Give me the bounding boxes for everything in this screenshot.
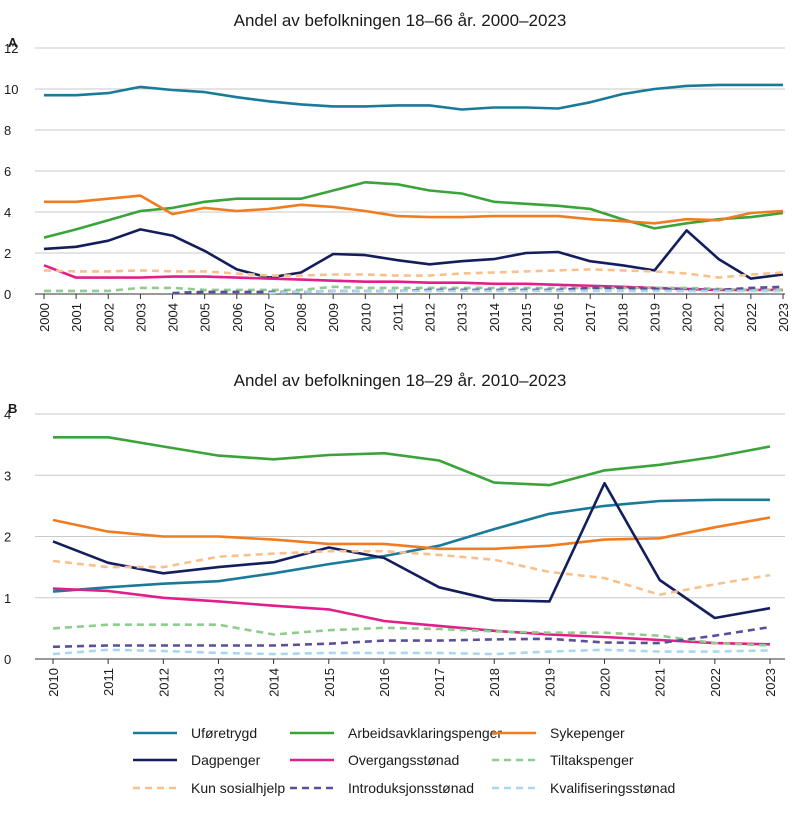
x-tick-label: 2011 [101, 668, 116, 696]
legend-label-overgangsstonad: Overgangsstønad [348, 752, 459, 768]
x-tick-label: 2004 [166, 303, 181, 332]
y-tick-label: 1 [4, 591, 11, 606]
chart-panel-a: A Andel av befolkningen 18–66 år. 2000–2… [4, 11, 791, 332]
y-tick-label: 2 [4, 530, 11, 545]
panel-letter-b: B [8, 401, 17, 416]
series-line-dagpenger [52, 481, 771, 620]
x-tick-label: 2001 [69, 303, 84, 332]
legend-label-kun_sosialhjelp: Kun sosialhjelp [191, 780, 285, 796]
x-tick-label: 2011 [390, 303, 405, 331]
x-tick-label: 2017 [432, 668, 447, 697]
series-line-kun_sosialhjelp [43, 268, 784, 279]
series-line-sykepenger [44, 194, 784, 225]
panel-title-b: Andel av befolkningen 18–29 år. 2010–202… [234, 371, 567, 390]
panel-title-a: Andel av befolkningen 18–66 år. 2000–202… [234, 11, 567, 30]
legend-label-sykepenger: Sykepenger [550, 725, 625, 741]
series-line-kvalifiseringsstonad [52, 648, 771, 656]
x-tick-label: 2020 [680, 303, 695, 332]
series-line-tiltakspenger [52, 623, 771, 647]
series-line-overgangsstonad [52, 587, 771, 646]
x-tick-label: 2016 [377, 668, 392, 697]
x-tick-label: 2012 [156, 668, 171, 697]
y-tick-label: 0 [4, 652, 11, 667]
y-tick-label: 10 [4, 82, 18, 97]
x-tick-label: 2017 [583, 303, 598, 332]
x-tick-label: 2014 [267, 668, 282, 697]
chart-panel-b: B Andel av befolkningen 18–29 år. 2010–2… [4, 371, 785, 697]
series-line-kun_sosialhjelp [52, 549, 771, 596]
panel-letter-a: A [8, 35, 18, 50]
series-line-arbeidsavklaringspenger [53, 436, 771, 487]
x-tick-label: 2014 [487, 303, 502, 332]
x-tick-label: 2010 [46, 668, 61, 697]
x-tick-label: 2023 [776, 303, 791, 332]
x-tick-label: 2006 [230, 303, 245, 332]
legend-label-introduksjonsstonad: Introduksjonsstønad [348, 780, 474, 796]
series-line-arbeidsavklaringspenger [43, 181, 784, 239]
x-tick-label: 2005 [198, 303, 213, 332]
x-tick-label: 2021 [653, 668, 668, 697]
x-tick-label: 2015 [519, 303, 534, 332]
legend-label-kvalifiseringsstonad: Kvalifiseringsstønad [550, 780, 675, 796]
series-line-overgangsstonad [43, 264, 783, 292]
x-tick-label: 2019 [542, 668, 557, 697]
x-tick-label: 2000 [37, 303, 52, 332]
y-tick-label: 8 [4, 123, 11, 138]
x-tick-label: 2013 [211, 668, 226, 697]
legend: Uføretrygd Arbeidsavklaringspenger Sykepen… [133, 725, 675, 796]
x-tick-label: 2008 [294, 303, 309, 332]
series-line-uforetrygd [44, 83, 783, 111]
x-tick-label: 2003 [133, 303, 148, 332]
series-line-kvalifiseringsstonad [268, 289, 783, 295]
x-tick-label: 2009 [326, 303, 341, 332]
x-tick-label: 2022 [744, 303, 759, 332]
x-tick-label: 2012 [423, 303, 438, 332]
x-tick-label: 2013 [455, 303, 470, 332]
x-tick-label: 2023 [763, 668, 778, 697]
y-tick-label: 4 [4, 407, 11, 422]
y-tick-label: 6 [4, 164, 11, 179]
series-line-uforetrygd [52, 498, 770, 593]
x-tick-label: 2015 [322, 668, 337, 697]
y-tick-label: 4 [4, 205, 11, 220]
x-tick-label: 2016 [551, 303, 566, 332]
y-tick-label: 12 [4, 41, 18, 56]
x-tick-label: 2018 [487, 668, 502, 697]
y-tick-label: 0 [4, 287, 11, 302]
legend-label-dagpenger: Dagpenger [191, 752, 261, 768]
x-tick-label: 2010 [358, 303, 373, 332]
series-line-dagpenger [43, 228, 784, 280]
series-line-sykepenger [52, 516, 771, 551]
x-tick-label: 2018 [615, 303, 630, 332]
x-tick-label: 2020 [598, 668, 613, 697]
legend-label-uforetrygd: Uføretrygd [191, 725, 257, 741]
x-tick-label: 2007 [262, 303, 277, 332]
legend-label-arbeidsavklaringspenger: Arbeidsavklaringspenger [348, 725, 502, 741]
y-tick-label: 3 [4, 468, 11, 483]
y-tick-label: 2 [4, 246, 11, 261]
series-line-introduksjonsstonad [52, 625, 771, 649]
x-tick-label: 2019 [647, 303, 662, 332]
x-tick-label: 2002 [101, 303, 116, 332]
legend-label-tiltakspenger: Tiltakspenger [550, 752, 634, 768]
x-tick-label: 2022 [708, 668, 723, 697]
series-line-tiltakspenger [44, 285, 783, 293]
x-tick-label: 2021 [712, 303, 727, 332]
